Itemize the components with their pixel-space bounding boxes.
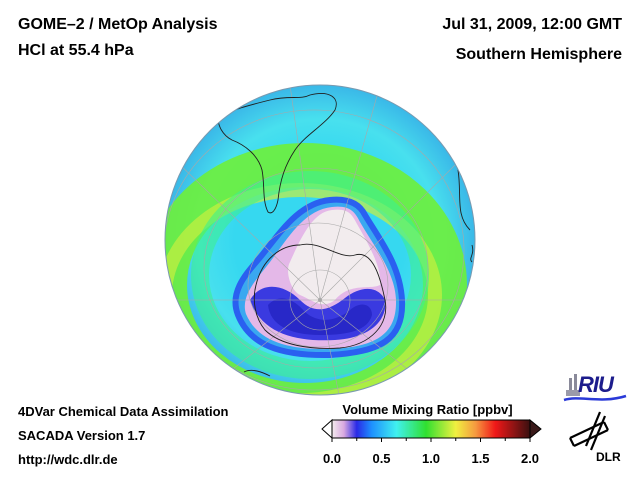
globe-field bbox=[165, 85, 475, 395]
footer-url[interactable]: http://wdc.dlr.de bbox=[18, 452, 118, 467]
riu-logo-text: RIU bbox=[578, 372, 614, 397]
footer-version: SACADA Version 1.7 bbox=[18, 428, 146, 443]
colorbar-max-arrow bbox=[529, 418, 542, 440]
colorbar-title: Volume Mixing Ratio [ppbv] bbox=[0, 402, 640, 417]
map-subtitle: HCl at 55.4 hPa bbox=[18, 42, 134, 59]
colorbar-tick-label: 0.0 bbox=[322, 451, 342, 466]
dlr-logo-text: DLR bbox=[596, 450, 621, 464]
colorbar bbox=[321, 418, 542, 442]
footer-method: 4DVar Chemical Data Assimilation bbox=[18, 404, 229, 419]
colorbar-gradient bbox=[331, 419, 531, 439]
colorbar-tick-label: 0.5 bbox=[372, 451, 391, 466]
date-label: Jul 31, 2009, 12:00 GMT bbox=[442, 16, 622, 33]
graticule bbox=[165, 85, 475, 395]
colorbar-tick-label: 1.0 bbox=[421, 451, 441, 466]
colorbar-tick-label: 1.5 bbox=[471, 451, 490, 466]
riu-logo bbox=[563, 374, 627, 402]
hemisphere-label: Southern Hemisphere bbox=[455, 46, 622, 63]
colorbar-min-arrow bbox=[321, 418, 333, 440]
dlr-logo bbox=[569, 411, 609, 451]
colorbar-tick-label: 2.0 bbox=[520, 451, 540, 466]
map-title: GOME–2 / MetOp Analysis bbox=[18, 16, 218, 33]
colorbar-title-text: Volume Mixing Ratio [ppbv] bbox=[342, 402, 513, 417]
